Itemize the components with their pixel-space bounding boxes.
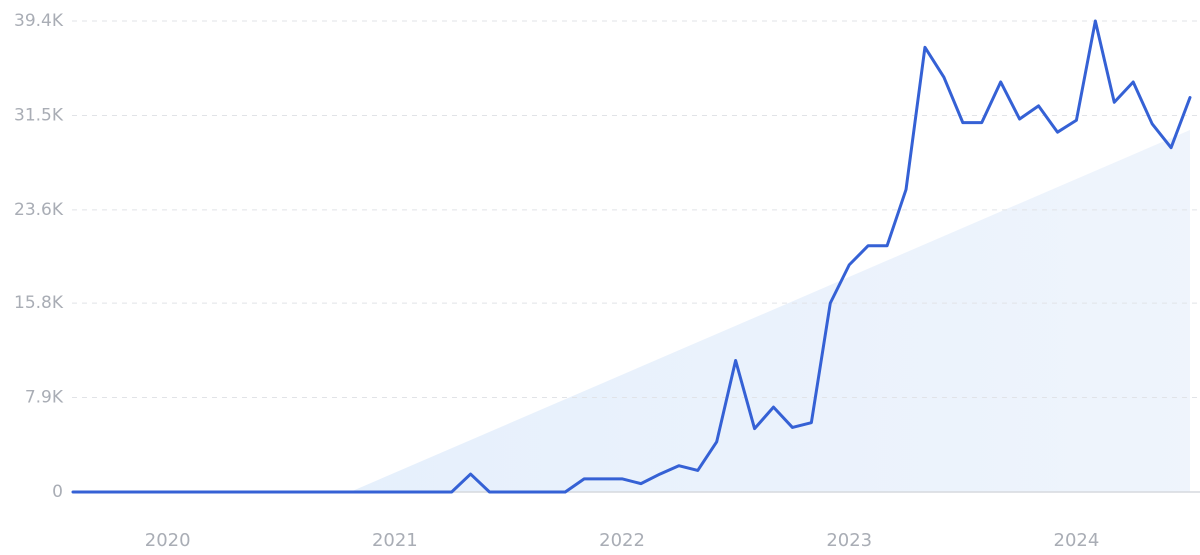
y-tick-label: 23.6K xyxy=(14,200,64,220)
y-tick-label: 15.8K xyxy=(14,293,64,313)
y-tick-label: 0 xyxy=(52,482,63,502)
series-line xyxy=(71,19,1192,494)
y-tick-label: 39.4K xyxy=(14,11,64,31)
x-tick-label: 2020 xyxy=(145,530,191,551)
x-tick-label: 2023 xyxy=(826,530,872,551)
x-tick-label: 2024 xyxy=(1054,530,1100,551)
y-tick-label: 7.9K xyxy=(25,388,64,408)
x-tick-label: 2021 xyxy=(372,530,418,551)
trend-area xyxy=(350,130,1190,492)
x-tick-label: 2022 xyxy=(599,530,645,551)
labels: 0 7.9K 15.8K 23.6K 31.5K 39.4K 2020 2021 2022 202… xyxy=(14,11,1099,551)
grid xyxy=(72,20,1200,493)
y-tick-label: 31.5K xyxy=(14,105,64,125)
lines xyxy=(71,19,1192,494)
